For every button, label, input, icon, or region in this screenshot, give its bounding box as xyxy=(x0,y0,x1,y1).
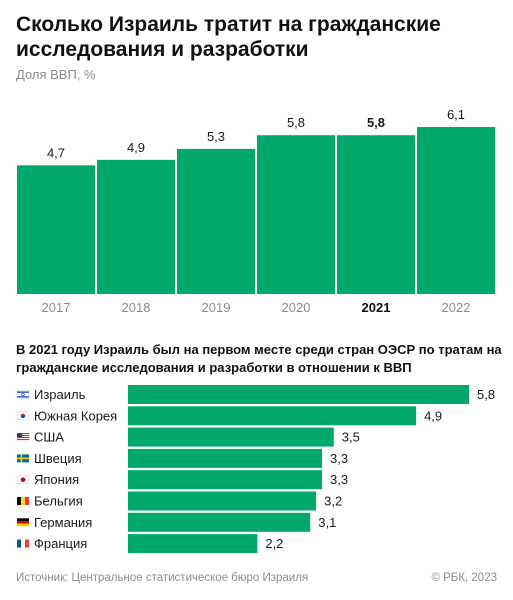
belgium-flag-icon xyxy=(17,497,29,505)
country-bar xyxy=(128,427,334,447)
country-bar xyxy=(128,385,469,404)
usa-flag-icon xyxy=(17,433,29,442)
bar-2019 xyxy=(177,148,255,294)
copyright-note: © РБК, 2023 xyxy=(431,572,497,584)
south-korea-flag-icon xyxy=(16,411,30,421)
country-value-label: 3,3 xyxy=(330,451,348,466)
country-label: Швеция xyxy=(34,451,82,466)
bar-2020 xyxy=(257,135,335,294)
bar-2022 xyxy=(417,127,495,294)
country-row: Бельгия 3,2 xyxy=(17,491,342,511)
x-tick-label: 2021 xyxy=(362,300,391,315)
country-value-label: 4,9 xyxy=(424,408,442,423)
bar-value-label: 5,3 xyxy=(207,129,225,144)
country-value-label: 3,3 xyxy=(330,472,348,487)
bar-value-label: 5,8 xyxy=(287,115,305,130)
country-label: Германия xyxy=(34,515,92,530)
germany-flag-icon xyxy=(17,518,29,527)
country-bar xyxy=(128,406,417,426)
annual-bar-chart: 4,7 2017 4,9 2018 5,3 2019 5,8 2020 5,8 2021 6,1 20… xyxy=(17,107,495,315)
bar-2017 xyxy=(17,165,95,294)
x-tick-label: 2020 xyxy=(282,300,311,315)
country-value-label: 3,2 xyxy=(324,494,342,509)
country-value-label: 3,1 xyxy=(318,515,336,530)
country-bar xyxy=(128,448,323,468)
bar-value-label: 4,7 xyxy=(47,145,65,160)
country-label: Южная Корея xyxy=(34,408,117,423)
israel-flag-icon xyxy=(16,390,30,399)
france-flag-icon xyxy=(17,539,29,548)
country-label: Япония xyxy=(34,472,79,487)
country-row: Швеция 3,3 xyxy=(17,448,348,468)
x-tick-label: 2018 xyxy=(122,300,151,315)
source-note: Источник: Центральное статистическое бюр… xyxy=(16,572,309,584)
sweden-flag-icon xyxy=(17,454,29,463)
country-row: Южная Корея 4,9 xyxy=(16,406,442,426)
chart-title: Сколько Израиль тратит на гражданские ис… xyxy=(16,13,441,61)
country-label: Израиль xyxy=(34,387,86,402)
x-tick-label: 2022 xyxy=(442,300,471,315)
bar-value-label: 6,1 xyxy=(447,107,465,122)
japan-flag-icon xyxy=(16,475,30,484)
x-tick-label: 2017 xyxy=(42,300,71,315)
country-label: Франция xyxy=(34,536,87,551)
bar-2021 xyxy=(337,135,415,294)
bar-value-label: 4,9 xyxy=(127,140,145,155)
chart-subtitle: Доля ВВП, % xyxy=(16,67,96,82)
country-value-label: 5,8 xyxy=(477,387,495,402)
country-row: США 3,5 xyxy=(17,427,360,447)
country-bar xyxy=(128,491,317,511)
x-tick-label: 2019 xyxy=(202,300,231,315)
country-label: Бельгия xyxy=(34,494,83,509)
country-bar xyxy=(128,470,323,490)
country-row: Израиль 5,8 xyxy=(16,385,495,404)
bar-value-label: 5,8 xyxy=(367,115,385,130)
comparison-chart-title: В 2021 году Израиль был на первом месте … xyxy=(16,342,502,375)
country-bar xyxy=(128,512,311,532)
country-row: Германия 3,1 xyxy=(17,512,336,532)
country-row: Япония 3,3 xyxy=(16,470,348,490)
country-value-label: 2,2 xyxy=(265,536,283,551)
bar-2018 xyxy=(97,159,175,294)
country-label: США xyxy=(34,430,64,445)
country-bar xyxy=(128,534,258,554)
country-value-label: 3,5 xyxy=(342,430,360,445)
country-row: Франция 2,2 xyxy=(17,534,283,554)
